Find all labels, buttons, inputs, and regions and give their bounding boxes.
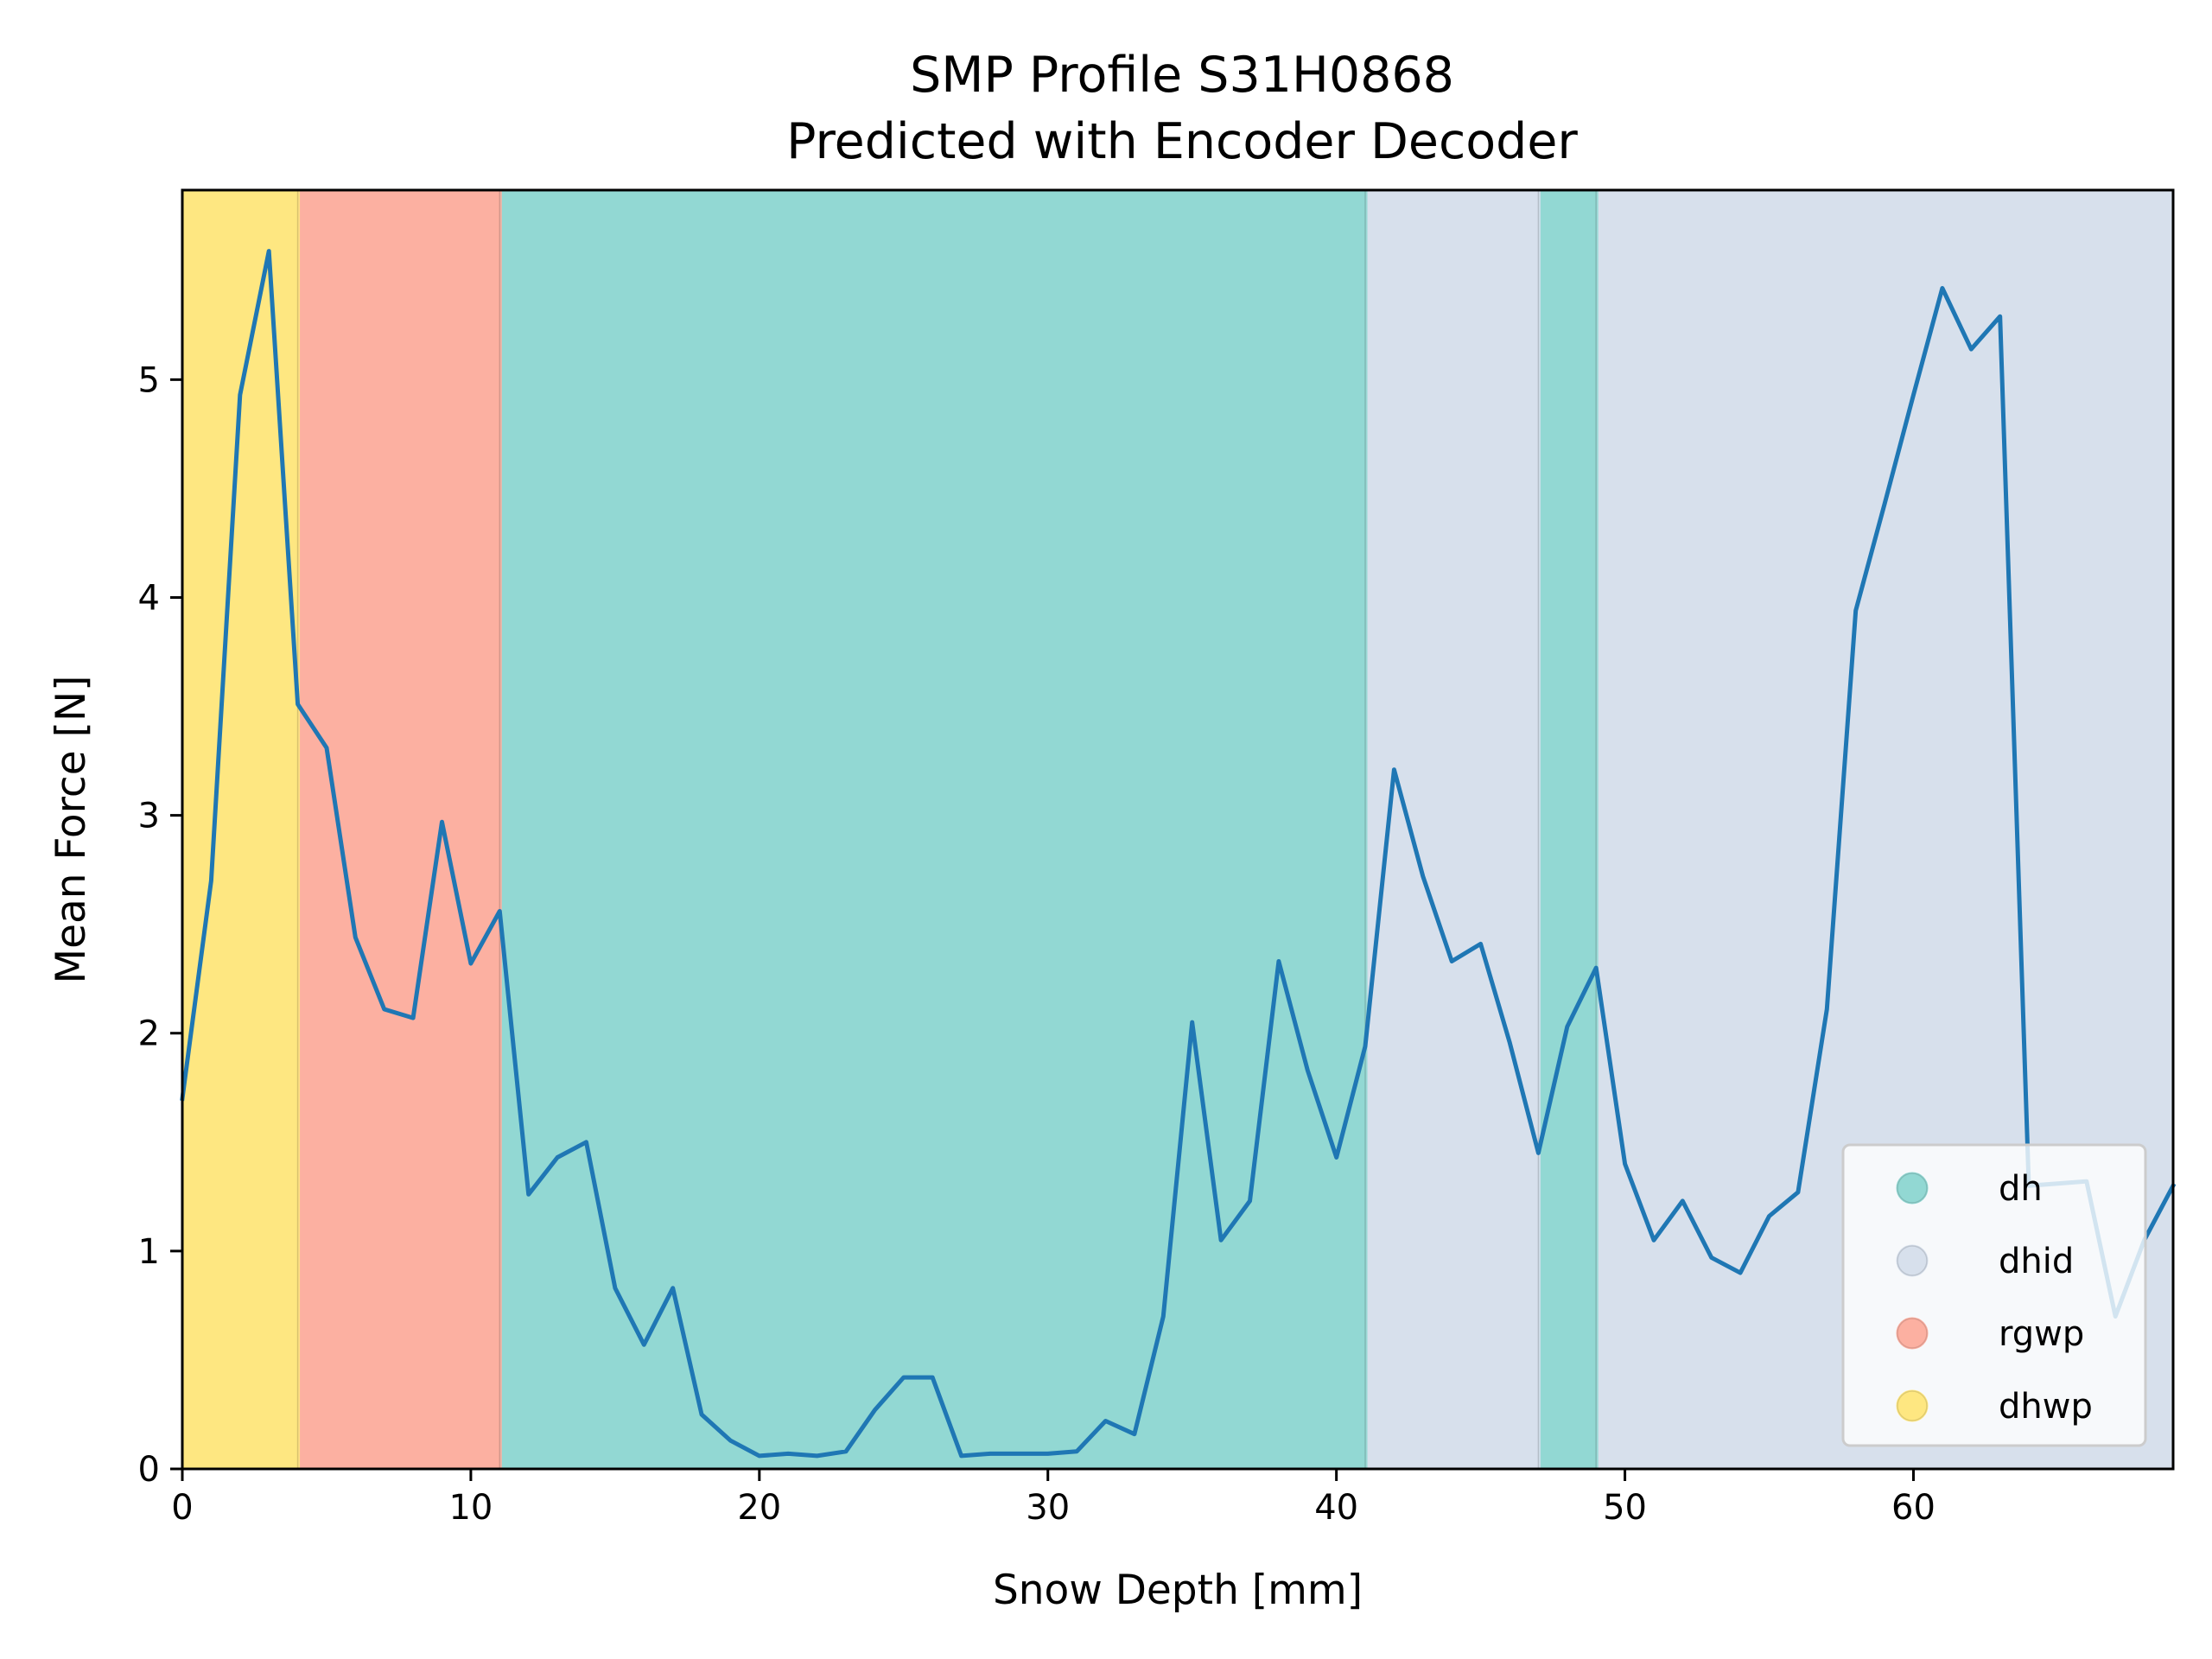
region-dhid-3	[1365, 190, 1539, 1469]
legend-label-dhwp: dhwp	[1999, 1387, 2093, 1427]
chart-subtitle: Predicted with Encoder Decoder	[786, 113, 1578, 170]
plot-frame	[181, 188, 2175, 1471]
region-dh-2	[499, 190, 1366, 1469]
x-tick-label: 50	[1603, 1488, 1647, 1528]
legend-marker-ring	[1897, 1318, 1928, 1349]
legend-marker-dh	[1896, 1172, 1929, 1205]
region-layer	[182, 190, 2173, 1469]
region-rgwp-1	[297, 190, 500, 1469]
x-tick-label: 30	[1026, 1488, 1070, 1528]
x-axis: 0 10 20 30 40 50 60	[171, 1469, 1936, 1528]
y-axis-label: Mean Force [N]	[48, 676, 95, 984]
legend-marker-rgwp	[1896, 1317, 1929, 1350]
data-line-layer	[180, 249, 2177, 1459]
chart-title: SMP Profile S31H0868	[910, 47, 1454, 104]
legend-label-dh: dh	[1999, 1169, 2043, 1209]
x-tick-label: 0	[171, 1488, 193, 1528]
y-axis: 0 1 2 3 4 5	[138, 360, 182, 1490]
y-tick-label: 5	[138, 360, 160, 400]
legend: dh dhid rgwp dhwp	[1841, 1143, 2147, 1447]
legend-marker-ring	[1897, 1173, 1928, 1204]
y-tick-label: 0	[138, 1450, 160, 1490]
x-tick-label: 60	[1891, 1488, 1936, 1528]
y-tick-label: 3	[138, 797, 160, 836]
x-tick-label: 20	[737, 1488, 781, 1528]
legend-marker-ring	[1897, 1245, 1928, 1276]
legend-label-dhid: dhid	[1999, 1242, 2074, 1281]
x-tick-label: 40	[1314, 1488, 1358, 1528]
series-line-0	[180, 249, 2177, 1459]
region-dhwp-0	[182, 190, 298, 1469]
x-tick-label: 10	[448, 1488, 493, 1528]
region-boundaries	[296, 190, 1599, 1469]
legend-marker-dhid	[1896, 1244, 1929, 1277]
legend-box	[1841, 1143, 2147, 1447]
y-tick-label: 2	[138, 1014, 160, 1054]
region-dh-4	[1538, 190, 1597, 1469]
legend-marker-dhwp	[1896, 1389, 1929, 1422]
legend-marker-ring	[1897, 1390, 1928, 1421]
legend-label-rgwp: rgwp	[1999, 1314, 2084, 1354]
y-tick-label: 4	[138, 578, 160, 618]
x-axis-label: Snow Depth [mm]	[993, 1567, 1363, 1614]
y-tick-label: 1	[138, 1232, 160, 1272]
